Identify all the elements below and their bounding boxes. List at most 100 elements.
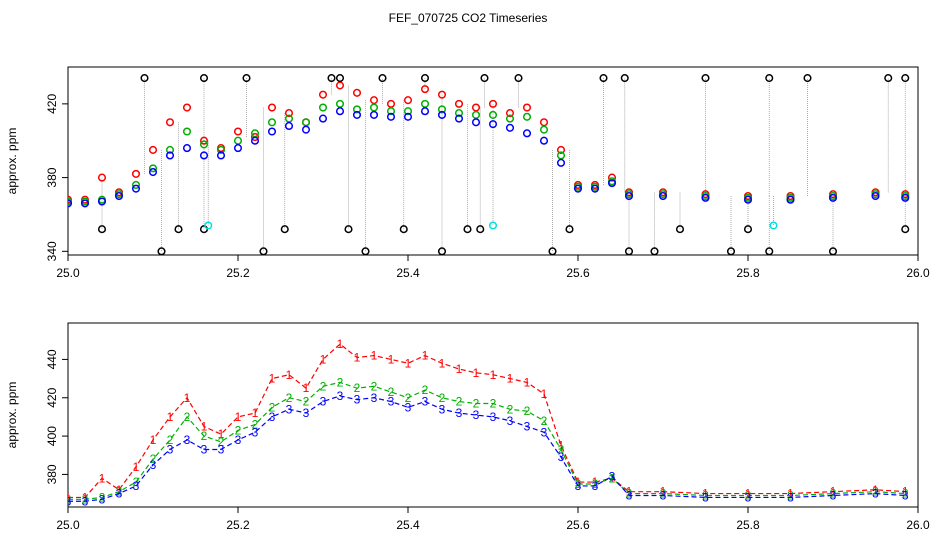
data-point: [148, 164, 158, 173]
data-point-label: 3: [252, 425, 259, 439]
data-point-label: 1: [99, 471, 106, 485]
data-point: [250, 132, 260, 142]
data-point: [131, 169, 141, 178]
data-point: [765, 74, 774, 83]
data-point-label: 2: [405, 391, 412, 405]
data-point: [743, 225, 753, 234]
data-point-label: 3: [830, 489, 837, 503]
x-tick-label: 25.0: [56, 518, 80, 532]
data-point: [369, 110, 379, 119]
data-point-label: 2: [507, 402, 514, 416]
data-point: [420, 99, 430, 108]
data-point: [420, 74, 430, 83]
data-point-label: 1: [558, 439, 565, 453]
data-point-label: 2: [473, 397, 480, 411]
data-point-label: 2: [660, 487, 667, 501]
data-point-label: 2: [354, 381, 361, 395]
data-point: [454, 114, 464, 123]
plot-area: [68, 74, 910, 255]
x-tick-label: 25.2: [226, 518, 250, 532]
data-point: [284, 121, 294, 131]
plot-frame: [67, 322, 919, 508]
data-point-label: 3: [337, 389, 344, 403]
data-point: [140, 74, 149, 83]
data-point-label: 3: [133, 479, 140, 493]
data-point-label: 3: [286, 402, 293, 416]
data-point: [624, 247, 634, 255]
data-point: [765, 247, 774, 255]
data-point-label: 2: [184, 410, 191, 424]
x-tick-label: 25.8: [736, 266, 760, 280]
data-point: [267, 103, 277, 112]
data-point-label: 1: [388, 352, 395, 366]
data-point: [573, 184, 583, 193]
x-tick-label: 25.6: [566, 266, 590, 280]
data-point: [884, 74, 893, 83]
data-point: [233, 127, 243, 136]
x-tick-label: 25.8: [736, 518, 760, 532]
data-point-label: 3: [592, 479, 599, 493]
data-point: [420, 85, 430, 94]
data-point-label: 3: [354, 393, 361, 407]
data-point-label: 2: [592, 477, 599, 491]
x-tick-label: 25.4: [396, 518, 420, 532]
data-point: [471, 110, 481, 119]
data-point: [476, 225, 485, 234]
data-point-label: 3: [388, 395, 395, 409]
data-point: [522, 112, 532, 121]
data-point-label: 1: [902, 485, 909, 499]
data-point: [204, 221, 213, 230]
data-point: [650, 247, 659, 255]
data-point-label: 1: [286, 368, 293, 382]
data-point: [556, 158, 566, 167]
data-point-label: 1: [269, 372, 276, 386]
data-point-label: 1: [456, 362, 463, 376]
data-point: [901, 74, 910, 83]
data-point-label: 1: [65, 490, 72, 504]
data-point-label: 2: [902, 487, 909, 501]
data-point: [743, 195, 753, 204]
data-point-label: 1: [371, 349, 378, 363]
data-point-label: 3: [473, 408, 480, 422]
data-point-label: 1: [787, 487, 794, 501]
data-point-label: 1: [745, 487, 752, 501]
data-point-label: 3: [507, 414, 514, 428]
data-point: [352, 105, 362, 114]
data-point: [658, 191, 668, 201]
data-point-label: 3: [524, 420, 531, 434]
data-point: [131, 180, 141, 190]
data-point-label: 3: [745, 490, 752, 504]
data-point: [182, 144, 192, 153]
data-point-label: 1: [150, 433, 157, 447]
data-point: [539, 136, 549, 145]
data-point: [280, 225, 289, 234]
y-tick-label: 380: [45, 464, 59, 484]
data-point-label: 3: [558, 450, 565, 464]
data-point: [301, 118, 311, 127]
series-flag-high: [140, 74, 910, 83]
data-point: [488, 221, 498, 230]
x-tick-label: 25.2: [226, 266, 250, 280]
data-point-label: 2: [269, 400, 276, 414]
data-point-label: 3: [116, 487, 123, 501]
data-point-label: 2: [65, 492, 72, 506]
x-tick-label: 26.0: [906, 518, 930, 532]
data-point: [599, 74, 608, 83]
data-point: [97, 173, 107, 182]
data-point: [80, 199, 90, 208]
data-point: [148, 168, 158, 177]
y-tick-label: 400: [45, 426, 59, 446]
data-point: [539, 118, 549, 127]
data-point: [786, 195, 795, 204]
data-point-label: 2: [541, 414, 548, 428]
data-point: [369, 103, 379, 112]
data-point: [386, 107, 396, 116]
data-point-label: 2: [218, 435, 225, 449]
data-point: [157, 247, 166, 255]
data-point-label: 2: [745, 489, 752, 503]
data-point-label: 3: [609, 469, 616, 483]
series-flag-cal: [204, 221, 778, 230]
data-point-label: 1: [184, 391, 191, 405]
data-point-label: 3: [422, 395, 429, 409]
